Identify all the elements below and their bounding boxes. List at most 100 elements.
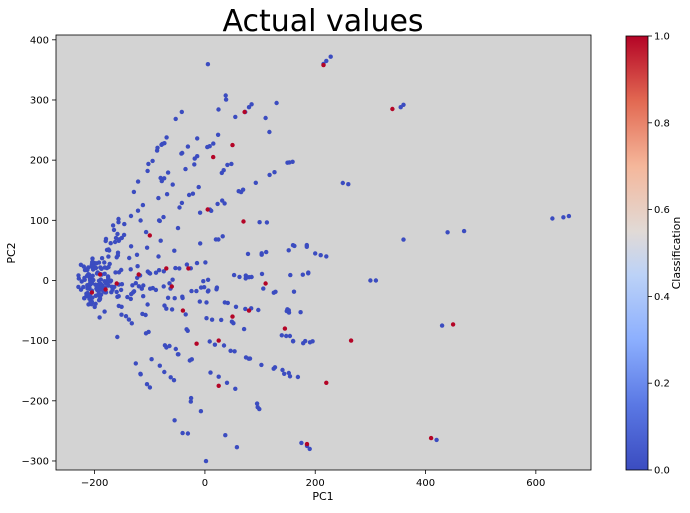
data-point-class-0 [561, 215, 566, 220]
colorbar-tick-label: 0.4 [654, 292, 670, 303]
data-point [87, 281, 93, 286]
data-point [87, 286, 92, 291]
data-point [94, 261, 99, 266]
data-point [83, 267, 89, 272]
data-point [128, 296, 133, 302]
data-point [136, 284, 142, 289]
data-point [133, 361, 138, 366]
data-point-class-0 [233, 386, 238, 391]
data-point [90, 273, 95, 278]
data-point [156, 254, 161, 259]
y-tick-label: −100 [22, 336, 49, 347]
data-point [201, 279, 206, 284]
data-point [156, 218, 162, 223]
data-point [116, 294, 121, 299]
data-point [291, 289, 297, 294]
y-tick-label: 300 [30, 95, 49, 106]
data-point-class-0 [263, 115, 268, 121]
data-point [116, 238, 122, 243]
data-point [229, 161, 234, 167]
data-point [228, 348, 233, 353]
data-point [212, 342, 218, 347]
data-point [135, 208, 141, 213]
data-point [145, 302, 150, 307]
data-point [215, 201, 220, 207]
data-point-class-1 [216, 338, 221, 343]
data-point [106, 254, 111, 259]
data-point [197, 299, 202, 304]
data-point-class-1 [211, 154, 216, 160]
data-point-class-1 [136, 272, 141, 277]
data-point-class-1 [428, 435, 434, 441]
data-point [290, 338, 296, 344]
data-point [145, 168, 150, 174]
data-point [164, 192, 170, 197]
data-point [144, 382, 150, 387]
data-point-class-0 [299, 440, 304, 446]
data-point [116, 303, 122, 309]
data-point [119, 235, 125, 241]
data-point [110, 287, 115, 292]
data-point [113, 235, 119, 241]
data-point [128, 213, 134, 219]
data-point [202, 285, 207, 290]
data-point [143, 312, 148, 318]
x-axis-label: PC1 [312, 490, 333, 503]
data-point [169, 307, 175, 312]
data-point [209, 317, 215, 322]
data-point [135, 179, 141, 184]
y-axis: −300 −200 −100 0 100 200 300 400 [22, 35, 56, 467]
data-point-class-0 [246, 105, 252, 110]
data-point [86, 272, 92, 277]
data-point-class-0 [313, 251, 318, 256]
data-point [157, 363, 162, 368]
data-point [146, 329, 151, 335]
data-point-class-0 [224, 380, 230, 385]
chart-title: Actual values [222, 4, 423, 39]
data-point [125, 294, 130, 300]
data-point [90, 256, 95, 261]
data-point [135, 264, 140, 269]
data-point [82, 296, 87, 301]
data-point [220, 234, 225, 239]
data-point [107, 248, 112, 253]
data-point [205, 61, 211, 67]
data-point-class-0 [368, 278, 373, 283]
data-point [183, 312, 188, 317]
data-point [115, 334, 120, 340]
data-point-class-0 [434, 437, 439, 443]
data-point-class-1 [390, 106, 395, 112]
data-point [160, 141, 165, 147]
data-point [279, 333, 284, 338]
data-point [76, 284, 81, 290]
data-point [108, 241, 113, 246]
data-point [153, 270, 159, 275]
x-tick-label: 200 [306, 478, 325, 489]
data-point [122, 221, 127, 227]
x-axis: −200 0 200 400 600 [81, 470, 545, 489]
data-point [204, 300, 209, 305]
data-point [78, 262, 84, 267]
data-point [216, 237, 221, 242]
data-point [180, 150, 185, 156]
x-tick-label: 600 [526, 478, 545, 489]
data-point [97, 315, 102, 320]
data-point [144, 245, 150, 250]
data-point [208, 370, 213, 375]
data-point [106, 283, 111, 288]
data-point [221, 343, 227, 348]
data-point [249, 102, 254, 107]
data-point [141, 294, 146, 299]
data-point [118, 287, 124, 293]
data-point [168, 375, 173, 380]
data-point [179, 109, 184, 115]
data-point [172, 248, 177, 253]
data-point [192, 162, 197, 167]
data-point [162, 369, 167, 375]
data-point [259, 271, 265, 277]
data-point [203, 458, 209, 464]
data-point [223, 97, 229, 102]
data-point [194, 288, 199, 294]
data-point [255, 405, 260, 410]
data-point-class-0 [346, 182, 351, 187]
